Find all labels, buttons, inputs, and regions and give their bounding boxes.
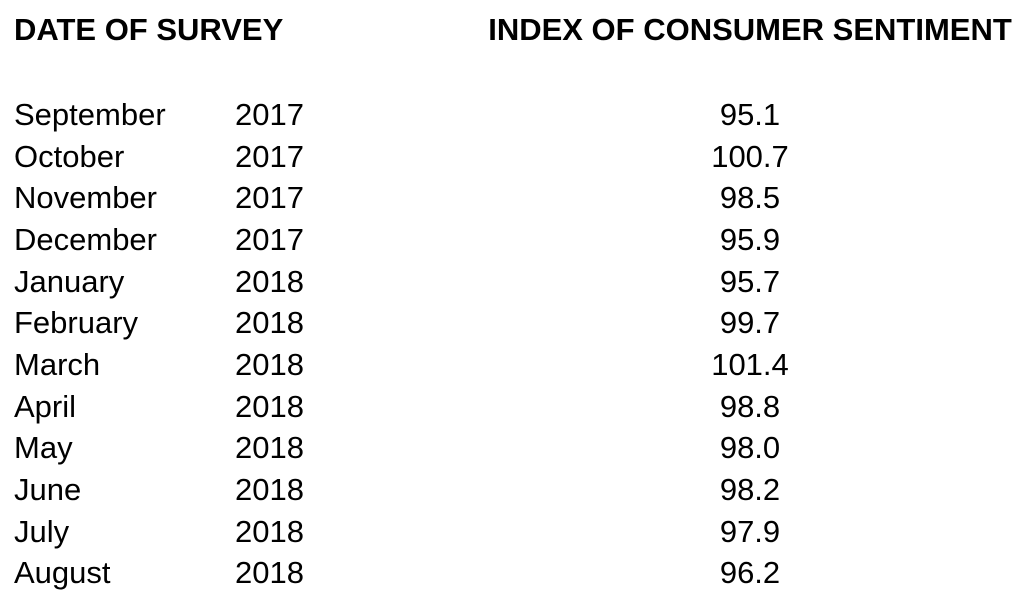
cell-month: November [14, 180, 157, 216]
cell-index: 98.8 [719, 388, 781, 424]
table-row: May 2018 98.0 [14, 427, 1029, 469]
cell-year: 2018 [235, 305, 304, 341]
column-header-date-of-survey: DATE OF SURVEY [14, 12, 284, 47]
cell-index: 101.4 [711, 346, 789, 382]
cell-index: 98.2 [719, 471, 781, 507]
cell-index: 98.5 [719, 180, 781, 216]
cell-month: March [14, 346, 101, 382]
cell-year: 2017 [235, 221, 304, 257]
cell-index: 98.0 [719, 430, 781, 466]
table-row: September 2017 95.1 [14, 94, 1029, 136]
cell-year: 2017 [235, 97, 304, 132]
cell-month: April [14, 388, 77, 424]
cell-year: 2018 [235, 263, 304, 299]
cell-year: 2018 [235, 513, 304, 549]
table-row: April 2018 98.8 [14, 386, 1029, 428]
cell-month: August [14, 555, 111, 591]
table-row: August 2018 96.2 [14, 552, 1029, 594]
table-body: September 2017 95.1 October 2017 100.7 Novembe… [0, 94, 1029, 594]
cell-year: 2017 [235, 138, 304, 174]
cell-month: February [14, 305, 139, 341]
cell-month: May [14, 430, 73, 466]
table-row: February 2018 99.7 [14, 302, 1029, 344]
table-row: November 2017 98.5 [14, 177, 1029, 219]
cell-index: 100.7 [711, 138, 789, 174]
cell-year: 2018 [235, 471, 304, 507]
cell-year: 2018 [235, 346, 304, 382]
table-row: July 2018 97.9 [14, 511, 1029, 553]
cell-year: 2018 [235, 388, 304, 424]
cell-index: 95.7 [719, 263, 781, 299]
cell-month: October [14, 138, 125, 174]
table-row: March 2018 101.4 [14, 344, 1029, 386]
table-row: December 2017 95.9 [14, 219, 1029, 261]
cell-index: 95.1 [719, 97, 781, 132]
table-row: June 2018 98.2 [14, 469, 1029, 511]
cell-month: December [14, 221, 157, 257]
cell-index: 96.2 [719, 555, 781, 591]
table-header: DATE OF SURVEY INDEX OF CONSUMER SENTIME… [0, 0, 1029, 46]
cell-year: 2018 [235, 555, 304, 591]
cell-month: July [14, 513, 70, 549]
cell-month: January [14, 263, 125, 299]
table-row: January 2018 95.7 [14, 261, 1029, 303]
column-header-index-of-consumer-sentiment: INDEX OF CONSUMER SENTIMENT [488, 12, 1012, 47]
table-row: October 2017 100.7 [14, 136, 1029, 178]
cell-index: 95.9 [719, 221, 781, 257]
cell-month: June [14, 471, 82, 507]
cell-index: 97.9 [719, 513, 781, 549]
cell-month: September [14, 97, 166, 132]
cell-year: 2018 [235, 430, 304, 466]
cell-year: 2017 [235, 180, 304, 216]
cell-index: 99.7 [719, 305, 781, 341]
